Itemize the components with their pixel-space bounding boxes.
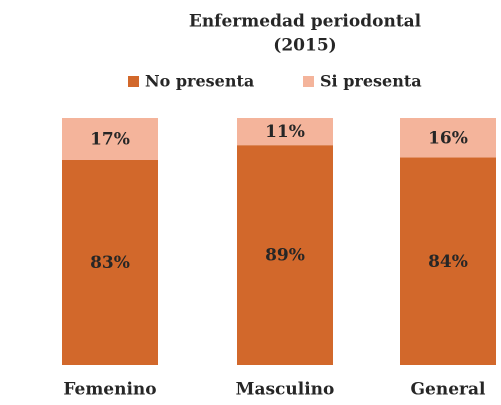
legend-swatch — [303, 76, 314, 87]
bar-segment — [400, 157, 496, 365]
legend-label: No presenta — [145, 72, 254, 91]
bar-segment — [237, 145, 333, 365]
data-label: 11% — [265, 122, 305, 142]
data-label: 16% — [428, 128, 468, 148]
bar-segment — [62, 159, 158, 365]
x-tick-label: General — [411, 380, 486, 400]
bar-segment — [400, 118, 496, 158]
x-tick-label: Masculino — [236, 380, 335, 400]
legend-label: Si presenta — [320, 72, 422, 91]
data-label: 83% — [90, 253, 130, 273]
data-label: 84% — [428, 252, 468, 272]
bar-segment — [237, 118, 333, 146]
data-label: 89% — [265, 246, 305, 266]
legend-swatch — [128, 76, 139, 87]
x-tick-label: Femenino — [63, 380, 156, 400]
chart-title: Enfermedad periodontal — [189, 12, 422, 32]
data-label: 17% — [90, 129, 130, 149]
chart-title: (2015) — [273, 36, 336, 56]
bar-segment — [62, 118, 158, 160]
